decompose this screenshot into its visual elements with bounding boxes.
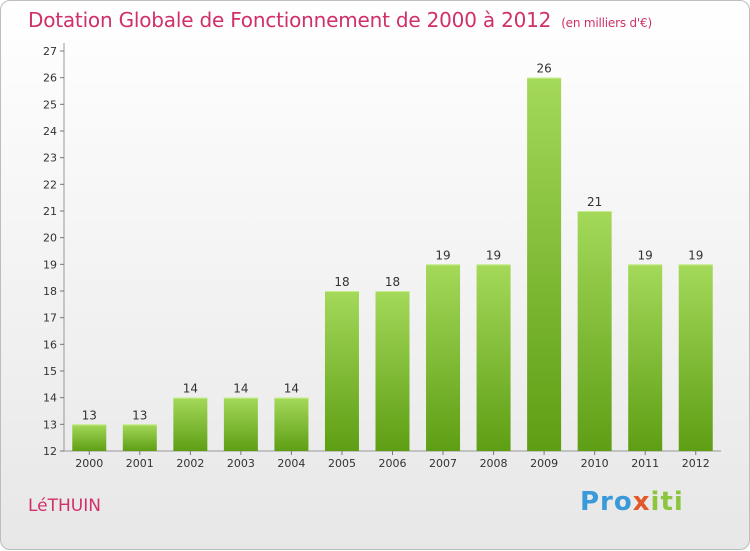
y-tick-label: 20 [43,232,57,245]
data-label: 18 [334,275,349,289]
y-tick-label: 16 [43,338,57,351]
y-tick-label: 21 [43,205,57,218]
commune-name: LéTHUIN [28,496,101,516]
x-tick-label: 2006 [379,457,407,470]
x-tick-label: 2011 [631,457,659,470]
bar [678,264,713,451]
x-tick-label: 2000 [75,457,103,470]
bar [628,264,663,451]
bar [122,424,157,451]
x-tick-label: 2012 [682,457,710,470]
data-label: 21 [587,195,602,209]
bar [577,211,612,451]
x-tick-label: 2008 [480,457,508,470]
x-tick-label: 2009 [530,457,558,470]
data-label: 14 [233,382,248,396]
y-tick-label: 13 [43,418,57,431]
data-label: 19 [688,248,703,262]
x-tick-label: 2002 [176,457,204,470]
y-tick-label: 24 [43,125,57,138]
data-label: 14 [284,382,299,396]
y-tick-label: 12 [43,445,57,458]
bar [324,291,359,451]
x-tick-label: 2005 [328,457,356,470]
bar [527,77,562,452]
title-text: Dotation Globale de Fonctionnement de 20… [28,8,552,32]
y-tick-label: 17 [43,312,57,325]
data-label: 14 [183,382,198,396]
chart-title: Dotation Globale de Fonctionnement de 20… [28,8,652,32]
proxiti-logo: Proxiti [580,487,684,517]
y-tick-label: 23 [43,152,57,165]
data-label: 13 [82,408,97,422]
data-label: 18 [385,275,400,289]
y-tick-label: 22 [43,178,57,191]
y-tick-label: 18 [43,285,57,298]
data-label: 13 [132,408,147,422]
data-label: 19 [638,248,653,262]
x-tick-label: 2003 [227,457,255,470]
data-label: 26 [536,62,551,76]
data-label: 19 [486,248,501,262]
data-label: 19 [435,248,450,262]
bar [72,424,107,451]
y-tick-label: 15 [43,365,57,378]
logo-part-1: Pro [580,487,633,517]
bar [274,397,309,451]
bar [173,397,208,451]
logo-part-2: x [632,487,651,517]
x-tick-label: 2004 [277,457,305,470]
y-tick-label: 27 [43,45,57,58]
bar [223,397,258,451]
bar [476,264,511,451]
chart-subtitle: (en milliers d'€) [561,16,652,30]
x-tick-label: 2007 [429,457,457,470]
y-tick-label: 25 [43,98,57,111]
bar [375,291,410,451]
x-tick-label: 2001 [126,457,154,470]
y-tick-label: 26 [43,72,57,85]
bar [426,264,461,451]
logo-part-3: iti [650,487,684,517]
x-tick-label: 2010 [581,457,609,470]
y-tick-label: 19 [43,258,57,271]
y-tick-label: 14 [43,392,57,405]
